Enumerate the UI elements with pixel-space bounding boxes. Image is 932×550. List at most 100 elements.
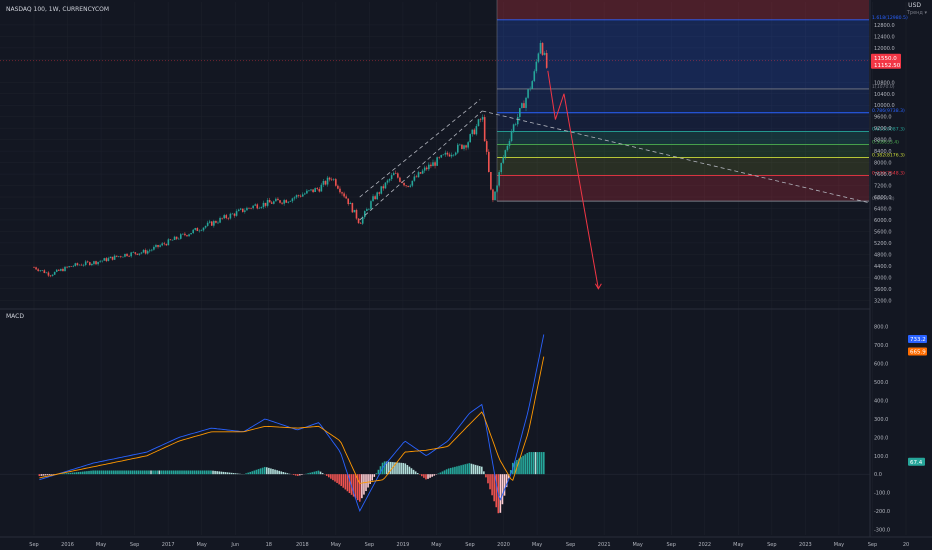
candle bbox=[452, 154, 455, 157]
candle bbox=[481, 114, 484, 122]
macd-histogram bbox=[0, 452, 870, 514]
histogram-bar bbox=[311, 472, 314, 475]
time-tick-label: Sep bbox=[667, 542, 676, 548]
candle bbox=[541, 42, 544, 56]
macd-tick-label: 600.0 bbox=[874, 362, 888, 368]
candle bbox=[266, 198, 269, 208]
candle bbox=[490, 171, 492, 191]
time-tick-label: 2017 bbox=[162, 542, 175, 548]
svg-text:665.9: 665.9 bbox=[910, 349, 926, 355]
trend-channel-lower[interactable] bbox=[359, 110, 483, 221]
histogram-bar bbox=[160, 470, 163, 475]
price-tick-label: 9200.0 bbox=[874, 126, 892, 132]
candle bbox=[248, 207, 250, 210]
currency-label[interactable]: USD bbox=[908, 2, 921, 9]
histogram-bar bbox=[540, 452, 543, 475]
histogram-bar bbox=[193, 470, 196, 475]
histogram-bar bbox=[354, 474, 357, 499]
candle bbox=[378, 191, 381, 196]
histogram-bar bbox=[158, 470, 161, 475]
histogram-bar bbox=[44, 474, 47, 476]
price-tick-label: 10000.0 bbox=[874, 103, 895, 109]
candle bbox=[275, 197, 277, 202]
histogram-bar bbox=[489, 474, 491, 490]
dashed-trendline[interactable] bbox=[482, 110, 870, 204]
candle bbox=[225, 213, 228, 220]
histogram-bar bbox=[278, 470, 280, 475]
macd-tick-label: 400.0 bbox=[874, 398, 888, 404]
histogram-bar bbox=[499, 474, 502, 513]
candle bbox=[506, 143, 509, 152]
macd-axis[interactable]: 800.0 700.0 600.0 500.0 400.0 300.0 200.0 100.0… bbox=[874, 325, 890, 534]
candle bbox=[210, 221, 213, 226]
candle bbox=[219, 216, 221, 224]
candle bbox=[177, 237, 180, 240]
candle bbox=[134, 252, 137, 256]
scale-label[interactable]: Тренд ▾ bbox=[906, 10, 928, 16]
candle bbox=[223, 213, 225, 219]
candle bbox=[394, 170, 397, 174]
candle bbox=[531, 80, 534, 89]
candles bbox=[0, 40, 870, 278]
histogram-bar bbox=[387, 461, 390, 475]
svg-text:67.4: 67.4 bbox=[910, 460, 923, 466]
histogram-bar bbox=[38, 474, 41, 477]
candle bbox=[320, 182, 323, 192]
candle bbox=[43, 269, 46, 274]
candle bbox=[97, 261, 99, 266]
candle bbox=[504, 149, 507, 160]
candle bbox=[339, 186, 341, 194]
candle bbox=[366, 207, 368, 212]
candle bbox=[64, 266, 66, 272]
histogram-bar bbox=[325, 474, 328, 476]
histogram-bar bbox=[183, 470, 185, 475]
candle bbox=[254, 203, 257, 206]
time-axis[interactable]: Sep 2016 May Sep 2017 May Jun 18 2018 May Sep 2019 M… bbox=[29, 542, 909, 548]
histogram-bar bbox=[255, 469, 258, 475]
candle bbox=[380, 186, 383, 195]
candle bbox=[270, 201, 273, 204]
candle bbox=[252, 205, 254, 210]
histogram-bar bbox=[90, 470, 92, 475]
histogram-bar bbox=[139, 470, 142, 475]
candle bbox=[382, 184, 385, 191]
macd-lines bbox=[39, 334, 545, 513]
candle bbox=[151, 248, 153, 252]
histogram-bar bbox=[150, 470, 152, 475]
projection-path[interactable] bbox=[547, 70, 599, 289]
candle bbox=[130, 251, 132, 258]
histogram-bar bbox=[119, 470, 121, 475]
histogram-bar bbox=[268, 467, 270, 475]
candle bbox=[101, 260, 104, 263]
histogram-bar bbox=[524, 454, 526, 475]
price-tick-label: 7200.0 bbox=[874, 184, 892, 190]
candle bbox=[146, 249, 149, 255]
histogram-bar bbox=[429, 474, 431, 478]
histogram-bar bbox=[532, 452, 535, 475]
candle bbox=[529, 86, 531, 92]
histogram-bar bbox=[363, 474, 365, 495]
fib-extension-tool[interactable]: 1.618(12980.5) 1(1070.0) 0.786(9738.3) 0.61… bbox=[496, 0, 908, 202]
price-axis[interactable]: 12800.012400.012000.011600.010800.010400… bbox=[874, 23, 895, 304]
candle bbox=[99, 259, 101, 263]
histogram-bar bbox=[321, 473, 324, 475]
candle bbox=[163, 241, 166, 246]
candle bbox=[432, 159, 434, 167]
histogram-bar bbox=[458, 465, 460, 475]
candle bbox=[91, 263, 93, 267]
drawings[interactable] bbox=[359, 70, 870, 290]
candle bbox=[405, 185, 407, 188]
trend-channel-upper[interactable] bbox=[359, 99, 481, 198]
candle bbox=[258, 206, 261, 209]
histogram-bar bbox=[276, 470, 278, 475]
histogram-bar bbox=[228, 472, 231, 475]
histogram-bar bbox=[94, 470, 96, 475]
candle bbox=[423, 165, 426, 173]
histogram-bar bbox=[218, 471, 221, 475]
histogram-bar bbox=[514, 461, 516, 475]
histogram-bar bbox=[125, 470, 128, 475]
candle bbox=[299, 194, 302, 198]
candle bbox=[241, 208, 244, 213]
